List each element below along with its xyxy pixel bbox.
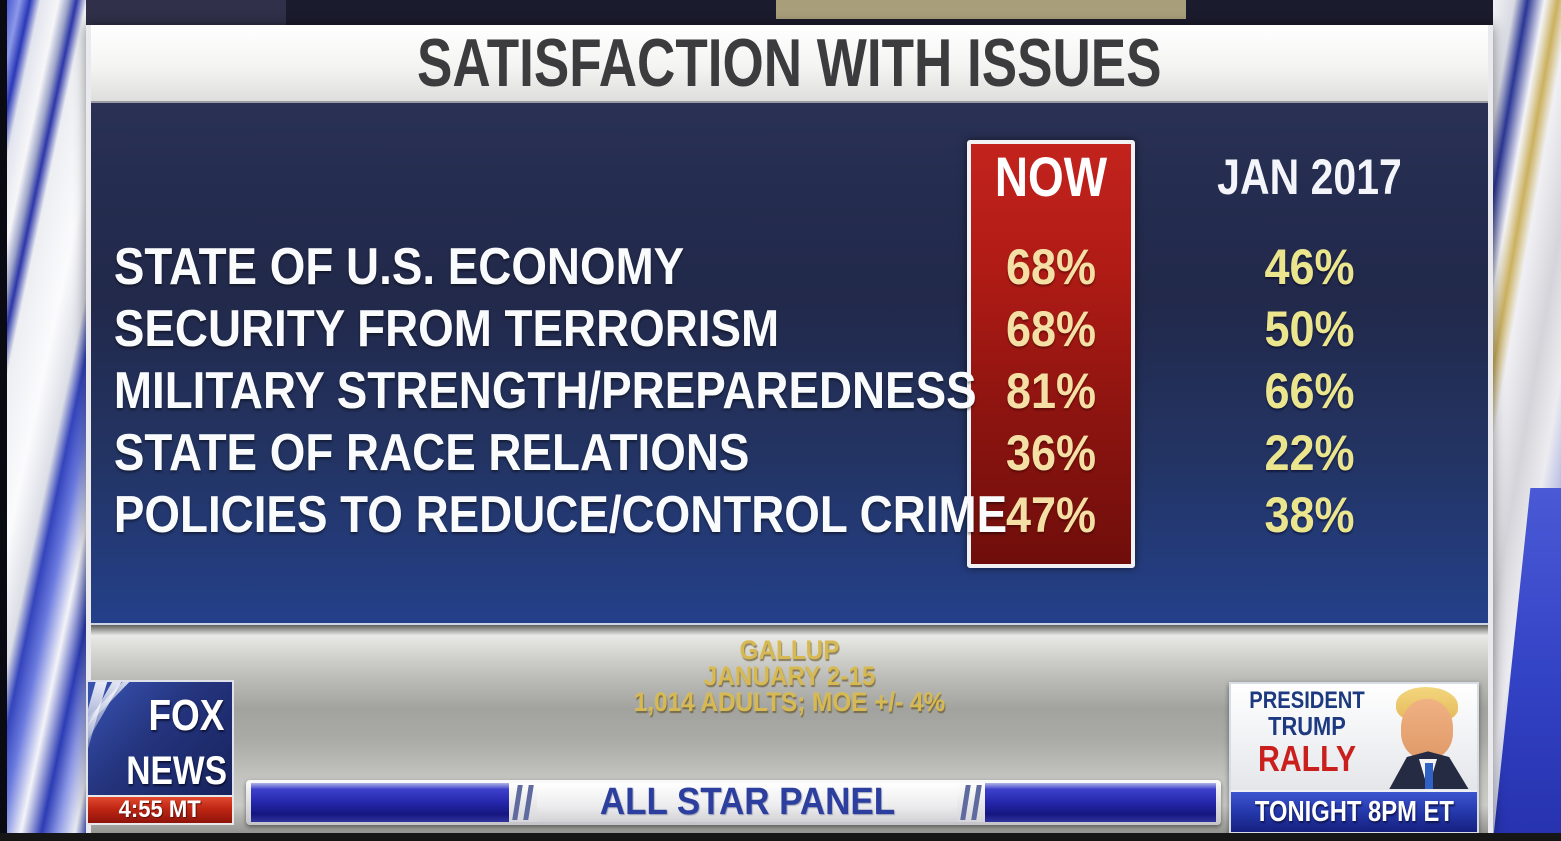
graphic-title-bar: SATISFACTION WITH ISSUES <box>91 25 1488 103</box>
local-time: 4:55 MT <box>118 796 202 823</box>
top-edge-segment <box>86 0 286 26</box>
poll-source-attribution: GALLUP JANUARY 2-15 1,014 ADULTS; MOE +/… <box>91 635 1488 717</box>
jan-value: 22% <box>1264 425 1355 481</box>
news-wordmark: NEWS <box>126 749 227 793</box>
promo-card-trump-rally: PRESIDENT TRUMP RALLY TONIGHT 8PM ET <box>1229 682 1479 834</box>
column-header-now: NOW <box>994 144 1108 208</box>
banner-blue-bar-right <box>985 783 1216 822</box>
graphic-title: SATISFACTION WITH ISSUES <box>417 25 1162 101</box>
program-banner: ALL STAR PANEL <box>246 780 1221 825</box>
row-label: POLICIES TO REDUCE/CONTROL CRIME <box>113 486 1008 544</box>
headshot-face <box>1401 699 1453 759</box>
time-bar: 4:55 MT <box>86 795 234 825</box>
jan-value: 66% <box>1264 363 1355 419</box>
now-value: 68% <box>1005 239 1097 295</box>
top-edge-band <box>86 0 1493 26</box>
studio-background-blue-wedge <box>1493 487 1561 841</box>
banner-separator-icon <box>957 783 985 822</box>
row-label: STATE OF RACE RELATIONS <box>113 424 750 482</box>
promo-schedule: TONIGHT 8PM ET <box>1254 795 1454 828</box>
trump-headshot-photo <box>1382 687 1474 789</box>
fox-wordmark: FOX <box>148 691 224 740</box>
headshot-tie <box>1425 763 1433 789</box>
source-sample-moe: 1,014 ADULTS; MOE +/- 4% <box>633 687 946 717</box>
studio-background-left <box>0 0 86 841</box>
promo-card-body: PRESIDENT TRUMP RALLY <box>1231 684 1477 790</box>
now-value: 81% <box>1005 363 1097 419</box>
row-label: MILITARY STRENGTH/PREPAREDNESS <box>113 362 977 420</box>
studio-background-right <box>1493 0 1561 841</box>
jan-value: 38% <box>1264 487 1355 543</box>
bottom-edge-band <box>0 833 1561 841</box>
source-organization: GALLUP <box>739 635 840 665</box>
jan-value: 50% <box>1264 301 1355 357</box>
source-dates: JANUARY 2-15 <box>703 661 876 691</box>
promo-line-president: PRESIDENT <box>1249 687 1365 714</box>
program-banner-label: ALL STAR PANEL <box>599 781 895 823</box>
now-value: 68% <box>1005 301 1097 357</box>
fox-news-logo-icon: FOX NEWS <box>86 680 234 795</box>
poll-table-panel: NOW JAN 2017 STATE OF U.S. ECONOMY 68% 4… <box>91 103 1488 625</box>
column-header-jan-2017: JAN 2017 <box>1217 148 1402 205</box>
row-label: STATE OF U.S. ECONOMY <box>113 238 685 296</box>
now-value: 47% <box>1005 487 1097 543</box>
fullscreen-graphic: SATISFACTION WITH ISSUES NOW JAN 2017 ST… <box>86 25 1493 835</box>
promo-line-rally: RALLY <box>1257 737 1357 779</box>
table-header-spacer <box>91 103 971 236</box>
jan-value: 46% <box>1264 239 1355 295</box>
banner-separator-icon <box>509 783 537 822</box>
row-label: SECURITY FROM TERRORISM <box>113 300 780 358</box>
now-value: 36% <box>1005 425 1097 481</box>
promo-schedule-bar: TONIGHT 8PM ET <box>1231 790 1477 832</box>
now-column-highlight-box <box>967 140 1135 568</box>
fox-news-bug: FOX NEWS 4:55 MT <box>86 680 234 825</box>
promo-line-trump: TRUMP <box>1268 711 1346 742</box>
banner-center-plate: ALL STAR PANEL <box>537 781 957 823</box>
top-edge-tan-segment <box>776 0 1186 19</box>
lower-third-area: GALLUP JANUARY 2-15 1,014 ADULTS; MOE +/… <box>86 625 1488 835</box>
banner-blue-bar-left <box>251 783 509 822</box>
promo-headline: PRESIDENT TRUMP RALLY <box>1231 684 1383 778</box>
poll-table: NOW JAN 2017 STATE OF U.S. ECONOMY 68% 4… <box>91 103 1488 623</box>
